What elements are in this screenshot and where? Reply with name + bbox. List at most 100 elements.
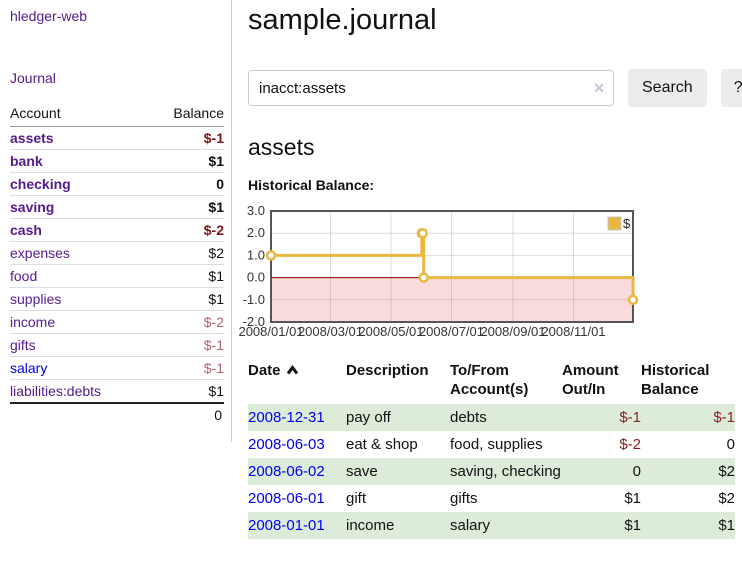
transaction-row: 2008-06-03 eat & shop food, supplies $-2 0 <box>248 431 735 458</box>
search-input-wrap: ✕ <box>248 70 614 107</box>
account-row: cash $-2 <box>10 218 224 242</box>
transaction-accounts: salary <box>450 512 562 540</box>
transaction-accounts: food, supplies <box>450 436 543 454</box>
accounts-header-balance: Balance <box>147 103 224 127</box>
transaction-row: 2008-06-01 gift gifts $1 $2 <box>248 485 735 512</box>
accounts-table-body: assets $-1 bank $1 checking 0 saving $1 cash $-2 e… <box>10 127 224 403</box>
transaction-description: income <box>346 512 450 540</box>
account-link[interactable]: food <box>10 268 38 284</box>
account-heading: assets <box>248 134 315 161</box>
account-balance: $-1 <box>147 333 224 357</box>
transaction-balance: $-1 <box>641 404 735 432</box>
data-point-marker <box>418 272 429 284</box>
account-link[interactable]: checking <box>10 176 71 192</box>
accounts-total-balance: 0 <box>147 402 224 426</box>
account-link[interactable]: saving <box>10 199 55 215</box>
account-row: income $-2 <box>10 310 224 334</box>
y-axis-tick-label: -2.0 <box>243 314 265 329</box>
x-axis-tick-label: 2008/09/01 <box>480 324 545 339</box>
y-axis-tick-label: -1.0 <box>243 292 265 307</box>
transaction-row: 2008-01-01 income salary $1 $1 <box>248 512 735 540</box>
account-row: salary $-1 <box>10 356 224 380</box>
y-axis-tick-label: 1.0 <box>247 248 265 263</box>
transaction-balance: $2 <box>718 490 735 508</box>
register-header-date[interactable]: Date <box>248 359 346 404</box>
account-link[interactable]: gifts <box>10 337 36 353</box>
account-link[interactable]: expenses <box>10 245 70 261</box>
transaction-amount: $-1 <box>562 404 641 432</box>
account-row: gifts $-1 <box>10 333 224 357</box>
account-balance: 0 <box>147 172 224 196</box>
data-point-marker <box>417 228 428 239</box>
chart-negative-region <box>271 277 633 323</box>
sort-ascending-icon <box>286 365 298 375</box>
register-table: Date Description To/From Account(s) Amou… <box>248 359 735 540</box>
search-button[interactable]: Search <box>628 69 707 108</box>
account-row: saving $1 <box>10 195 224 219</box>
clear-search-icon[interactable]: ✕ <box>593 80 605 97</box>
transaction-date-link[interactable]: 2008-06-01 <box>248 490 325 508</box>
register-header-description: Description <box>346 362 429 380</box>
data-point-marker <box>265 250 277 261</box>
account-link[interactable]: assets <box>10 130 54 146</box>
y-axis-tick-label: 0.0 <box>247 270 265 285</box>
search-bar: ✕ Search ? <box>248 69 742 108</box>
account-balance: $-1 <box>203 130 224 146</box>
account-link[interactable]: bank <box>10 153 43 169</box>
transaction-balance: $1 <box>641 512 735 540</box>
transaction-accounts: gifts <box>450 490 478 508</box>
account-link[interactable]: liabilities:debts <box>10 383 102 399</box>
help-button[interactable]: ? <box>720 69 742 108</box>
hledger-web-app: hledger-web Journal Account Balance asse… <box>10 0 742 540</box>
transaction-description: eat & shop <box>346 436 418 454</box>
chart-title: Historical Balance: <box>248 177 375 194</box>
accounts-total-spacer <box>10 402 148 426</box>
transaction-date-link[interactable]: 2008-06-02 <box>248 463 325 481</box>
account-link[interactable]: supplies <box>10 291 62 307</box>
transaction-accounts: saving, checking <box>450 458 562 486</box>
account-row: bank $1 <box>10 149 224 173</box>
chart-border <box>270 210 634 324</box>
account-link[interactable]: salary <box>10 360 48 376</box>
transaction-date-link[interactable]: 2008-01-01 <box>248 517 325 535</box>
register-header-date-label: Date <box>248 362 281 380</box>
sidebar-item-journal[interactable]: Journal <box>10 70 56 86</box>
y-axis-tick-label: 3.0 <box>247 203 265 218</box>
account-balance: $1 <box>147 287 224 311</box>
data-point-marker <box>627 294 639 306</box>
x-axis-tick-label: 2008/05/01 <box>358 324 423 339</box>
transaction-description: pay off <box>346 404 450 432</box>
transaction-description: gift <box>346 490 367 508</box>
app-brand-link[interactable]: hledger-web <box>10 8 88 24</box>
transaction-description: save <box>346 458 450 486</box>
account-balance: $1 <box>147 195 224 219</box>
transaction-balance: 0 <box>726 436 735 454</box>
accounts-total-row: 0 <box>10 402 224 426</box>
x-axis-tick-label: 2008/03/01 <box>298 324 363 339</box>
account-balance: $1 <box>147 264 224 288</box>
historical-balance-chart: 3.0 2.0 1.0 0.0 -1.0 -2.02008/01/012008/03/01… <box>238 203 639 339</box>
account-balance: $-1 <box>147 356 224 380</box>
account-link[interactable]: cash <box>10 222 42 238</box>
transaction-amount: $-2 <box>619 436 641 454</box>
transaction-amount: $1 <box>562 512 641 540</box>
search-input[interactable] <box>248 70 614 107</box>
legend-series-label: $ <box>623 216 631 231</box>
x-axis-tick-label: 2008/01/01 <box>238 324 303 339</box>
legend-swatch <box>607 216 622 231</box>
account-balance: $1 <box>147 149 224 173</box>
account-link[interactable]: income <box>10 314 56 330</box>
transaction-date-link[interactable]: 2008-12-31 <box>248 409 325 427</box>
transaction-date-link[interactable]: 2008-06-03 <box>248 436 325 454</box>
account-row: food $1 <box>10 264 224 288</box>
accounts-header-account: Account <box>10 103 148 127</box>
transaction-balance: $2 <box>641 458 735 486</box>
register-header-balance: Historical Balance <box>641 362 710 399</box>
register-header-amount: Amount Out/In <box>562 362 619 399</box>
page-title: sample.journal <box>248 4 437 36</box>
account-balance: $1 <box>147 379 224 403</box>
accounts-header-row: Account Balance <box>10 103 224 127</box>
account-row: liabilities:debts $1 <box>10 379 224 403</box>
account-balance: $-2 <box>147 218 224 242</box>
y-axis-tick-label: 2.0 <box>247 226 265 241</box>
